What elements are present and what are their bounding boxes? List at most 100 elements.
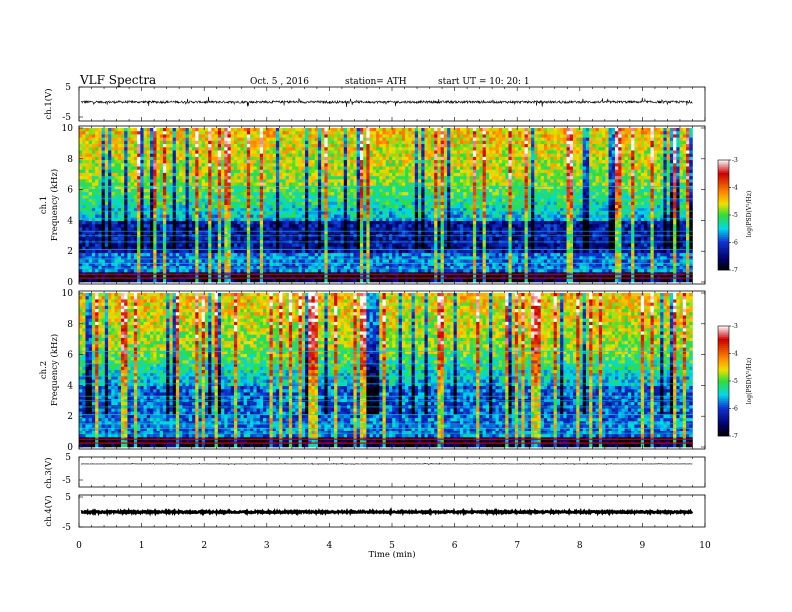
spectrogram-cell [437,185,441,190]
spectrogram-cell [501,128,506,132]
spectrogram-cell [573,201,577,206]
spectrogram-cell [104,144,109,148]
spectrogram-cell [363,134,367,138]
spectrogram-cell [343,140,348,145]
spectrogram-cell [337,188,341,193]
spectrogram-cell [505,208,509,212]
spectrogram-cell [150,150,154,154]
spectrogram-cell [366,153,370,158]
spectrogram-cell [560,147,564,151]
spectrogram-cell [614,172,619,177]
spectrogram-cell [366,172,370,177]
spectrogram-cell [627,169,632,174]
spectrogram-cell [589,128,593,132]
spectrogram-cell [301,153,306,158]
spectrogram-cell [275,137,280,142]
spectrogram-cell [311,160,316,164]
spectrogram-cell [511,134,516,138]
spectrogram-cell [456,169,461,174]
spectrogram-cell [447,147,451,151]
spectrogram-cell [111,166,115,171]
spectrogram-cell [133,176,138,180]
spectrogram-cell [560,201,564,206]
spectrogram-cell [356,185,361,190]
spectrogram-cell [372,195,377,199]
spectrogram-cell [437,131,441,135]
spectrogram-cell [250,140,254,145]
spectrogram-cell [269,131,274,135]
spectrogram-cell [460,201,464,206]
spectrogram-cell [573,147,577,151]
spectrogram-cell [401,172,406,177]
spectrogram-cell [418,201,422,206]
spectrogram-cell [582,144,587,148]
spectrogram-cell [537,176,542,180]
spectrogram-cell [356,195,361,199]
spectrogram-cell [650,134,655,138]
spectrogram-cell [140,128,144,132]
spectrogram-cell [317,195,322,199]
spectrogram-cell [221,150,225,154]
spectrogram-cell [288,195,293,199]
spectrogram-cell [253,134,257,138]
spectrogram-cell [88,172,93,177]
spectrogram-cell [560,150,564,154]
spectrogram-cell [179,201,183,206]
spectrogram-cell [233,192,238,196]
spectrogram-cell [424,179,429,183]
spectrogram-cell [505,134,509,138]
spectrogram-cell [469,176,474,180]
spectrogram-cell [195,172,199,177]
spectrogram-cell [208,172,212,177]
spectrogram-cell [198,128,202,132]
spectrogram-cell [340,150,345,154]
spectrogram-cell [408,205,412,209]
spectrogram-cell [166,137,170,142]
spectrogram-cell [256,208,261,212]
spectrogram-cell [447,150,451,154]
spectrogram-cell [392,153,396,158]
spectrogram-cell [356,169,361,174]
spectrogram-cell [631,134,635,138]
spectrogram-cell [489,205,493,209]
spectrogram-cell [485,176,490,180]
spectrogram-cell [456,166,461,171]
spectrogram-cell [295,160,299,164]
spectrogram-cell [566,128,571,132]
spectrogram-cell [120,182,125,187]
spectrogram-cell [531,195,535,199]
spectrogram-cell [673,131,677,135]
spectrogram-cell [192,198,196,203]
spectrogram-cell [263,153,267,158]
spectrogram-cell [427,182,432,187]
spectrogram-cell [133,172,138,177]
spectrogram-cell [614,147,619,151]
spectrogram-cell [308,169,312,174]
spectrogram-cell [272,131,277,135]
spectrogram-cell [527,140,532,145]
spectrogram-cell [476,137,480,142]
spectrogram-cell [343,144,348,148]
spectrogram-cell [117,140,122,145]
spectrogram-cell [356,166,361,171]
spectrogram-cell [595,150,600,154]
spectrogram-cell [618,128,622,132]
spectrogram-cell [395,134,399,138]
spectrogram-cell [414,208,419,212]
spectrogram-cell [330,128,335,132]
spectrogram-cell [579,205,583,209]
spectrogram-cell [450,192,454,196]
spectrogram-cell [550,198,554,203]
spectrogram-cell [669,201,674,206]
spectrogram-cell [356,192,361,196]
spectrogram-cell [172,188,177,193]
spectrogram-cell [537,205,542,209]
spectrogram-cell [269,144,274,148]
spectrogram-cell [550,205,554,209]
spectrogram-cell [169,169,173,174]
spectrogram-cell [353,131,357,135]
spectrogram-cell [192,147,196,151]
spectrogram-cell [208,176,212,180]
spectrogram-cell [647,150,651,154]
spectrogram-cell [611,192,616,196]
